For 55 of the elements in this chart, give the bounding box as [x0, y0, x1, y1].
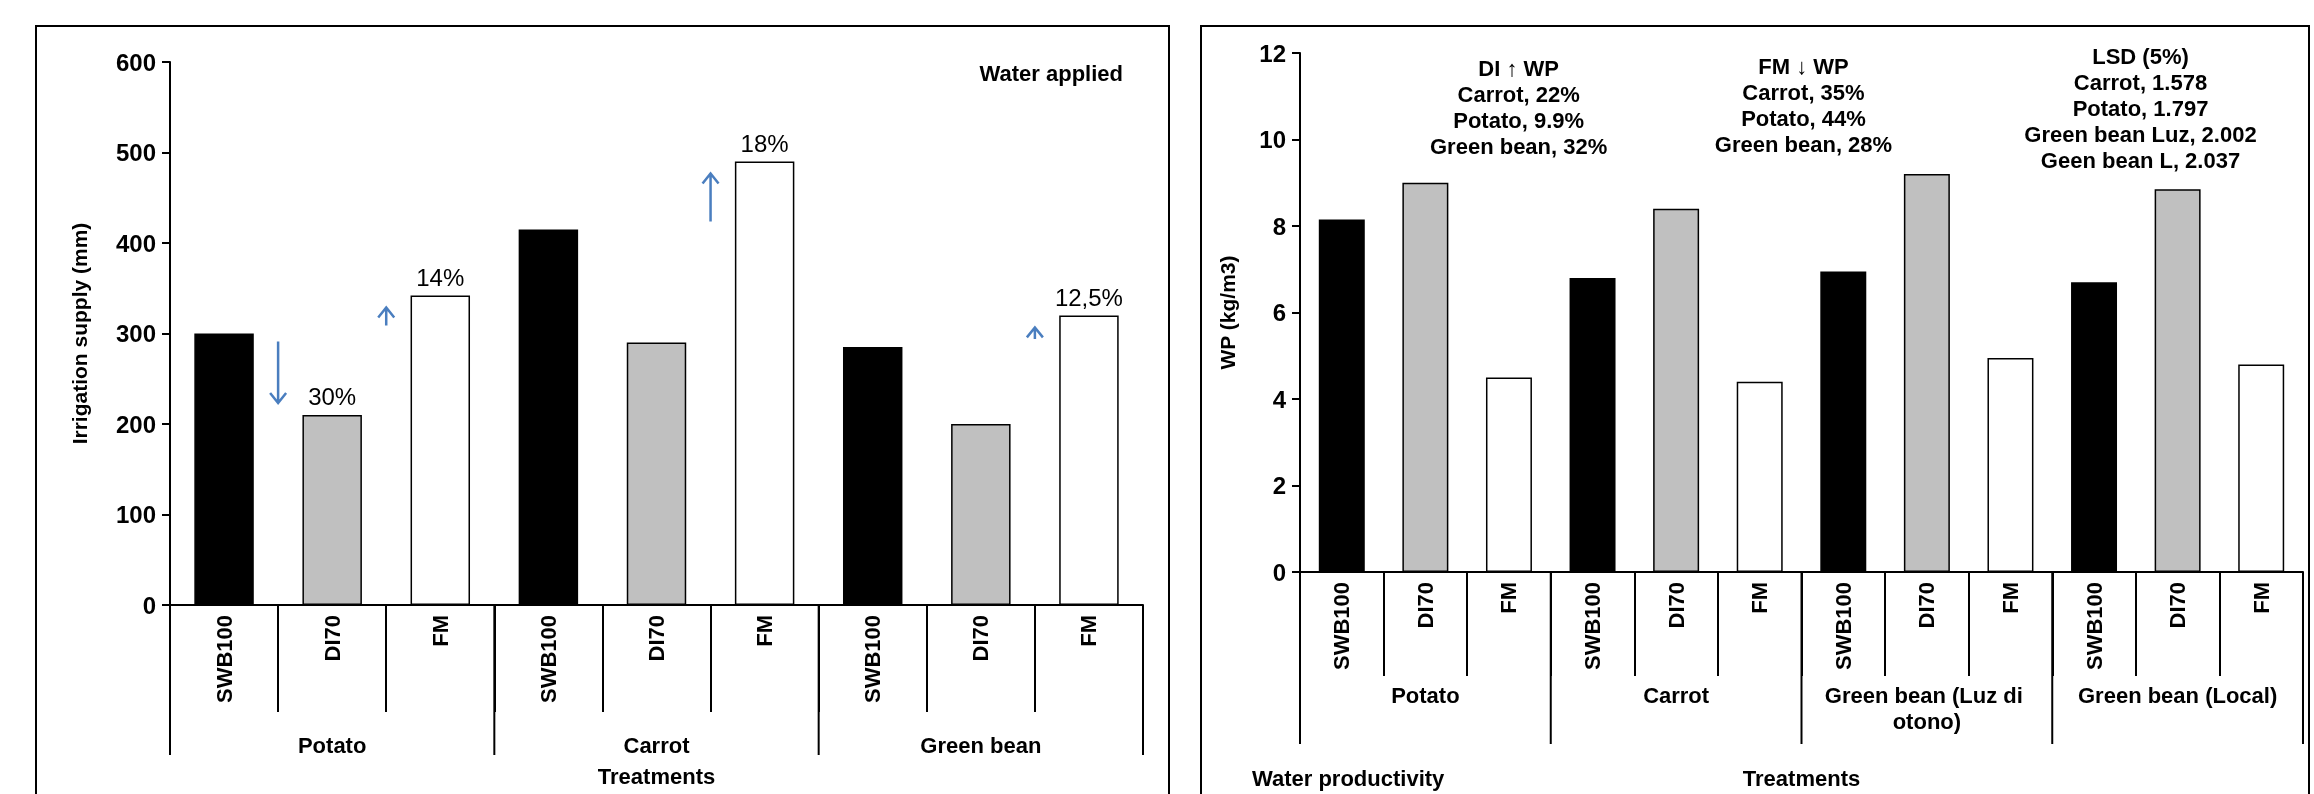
text: Green bean (Local)	[2077, 682, 2278, 708]
y-tick-label: 100	[115, 501, 156, 528]
y-tick-label: 300	[115, 320, 156, 347]
y-tick-label: 400	[115, 229, 156, 257]
y-axis-title: WP (kg/m3)	[1216, 255, 1239, 370]
x-tick-label: SWB100	[211, 615, 237, 704]
annotation: 30%	[308, 383, 357, 411]
y-axis-title: Irrigation supply (mm)	[68, 222, 91, 445]
x-tick-label: SWB100	[860, 615, 886, 704]
y-tick-label: 4	[1272, 385, 1287, 413]
x-tick-label: SWB100	[1329, 582, 1355, 671]
text: Carrot	[623, 732, 691, 758]
x-tick-label: FM	[1997, 582, 2023, 614]
chart-title: Water applied	[979, 60, 1124, 86]
x-tick-label: DI70	[968, 615, 994, 662]
text: Green bean	[920, 732, 1042, 758]
y-tick-label: 500	[115, 139, 156, 166]
x-tick-label: FM	[427, 615, 453, 647]
x-axis-title: Treatments	[1742, 765, 1861, 791]
x-tick-label: SWB100	[535, 615, 561, 704]
annotation: DI ↑ WP Carrot, 22% Potato, 9.9% Green bean, 32%	[1430, 55, 1608, 159]
x-tick-label: DI70	[1914, 582, 1940, 629]
y-tick-label: 0	[1272, 558, 1286, 586]
x-tick-label: FM	[752, 615, 778, 647]
x-tick-label: FM	[1496, 582, 1522, 614]
x-axis-title: Treatments	[597, 763, 716, 789]
x-tick-label: FM	[2248, 582, 2274, 614]
y-tick-label: 600	[115, 48, 156, 76]
text: Green bean (Luz di otono)	[1824, 682, 2029, 734]
y-tick-label: 10	[1259, 126, 1286, 153]
text: Water productivity	[1252, 765, 1446, 791]
x-tick-label: FM	[1076, 615, 1102, 647]
text: Carrot	[1643, 682, 1710, 708]
annotation: 12,5%	[1054, 283, 1123, 311]
x-tick-label: FM	[1747, 582, 1773, 614]
y-tick-label: 8	[1272, 212, 1286, 240]
text: Potato	[1391, 682, 1460, 708]
x-tick-label: DI70	[644, 615, 669, 662]
x-tick-label: SWB100	[1580, 582, 1606, 671]
annotation: LSD (5%) Carrot, 1.578 Potato, 1.797 Green bean Luz, 2.002 Geen bean L, 2.037	[2024, 43, 2257, 173]
annotation: 14%	[416, 263, 465, 291]
x-tick-label: DI70	[2165, 582, 2191, 629]
x-tick-label: DI70	[319, 615, 345, 662]
x-tick-label: DI70	[1663, 582, 1689, 629]
x-tick-label: SWB100	[1830, 582, 1856, 671]
y-tick-label: 200	[115, 410, 156, 438]
annotation: 18%	[740, 130, 789, 158]
annotation: FM ↓ WP Carrot, 35% Potato, 44% Green bean, 28%	[1714, 53, 1893, 157]
y-tick-label: 0	[142, 591, 156, 619]
y-tick-label: 6	[1272, 299, 1286, 326]
x-tick-label: DI70	[1412, 582, 1438, 629]
y-tick-label: 2	[1272, 472, 1286, 499]
y-tick-label: 12	[1259, 39, 1286, 67]
text: Potato	[297, 732, 367, 758]
x-tick-label: SWB100	[2081, 582, 2107, 671]
